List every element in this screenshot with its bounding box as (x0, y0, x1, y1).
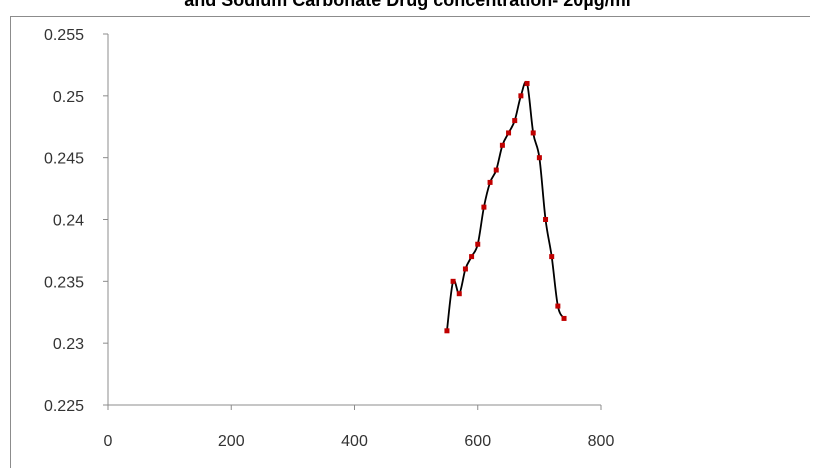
data-point (469, 254, 475, 260)
x-tick-label: 0 (104, 433, 113, 450)
chart-frame (10, 16, 810, 468)
data-point (444, 328, 450, 334)
series-line (446, 81, 565, 331)
x-tick-label: 400 (341, 433, 368, 450)
data-point (481, 204, 487, 210)
data-point (499, 142, 505, 148)
chart-axes (103, 33, 602, 410)
y-tick-label: 0.23 (53, 336, 84, 353)
data-point (524, 80, 530, 86)
x-tick-label: 200 (218, 433, 245, 450)
x-tick-label: 800 (588, 433, 615, 450)
y-tick-label: 0.235 (44, 274, 84, 291)
y-tick-label: 0.24 (53, 213, 84, 230)
data-point (518, 93, 524, 99)
data-point (493, 167, 499, 173)
data-point (561, 315, 567, 321)
x-tick-label: 600 (464, 433, 491, 450)
x-axis-tick-labels: 0 200 400 600 800 (104, 433, 615, 450)
data-point (512, 118, 518, 124)
data-point (543, 217, 549, 222)
data-point (456, 291, 462, 297)
y-tick-label: 0.225 (44, 398, 84, 415)
y-tick-label: 0.245 (44, 151, 84, 168)
data-point (462, 266, 468, 272)
y-tick-label: 0.255 (44, 27, 84, 44)
data-point (475, 241, 481, 247)
data-point (555, 303, 561, 309)
data-point (450, 278, 456, 284)
y-axis-tick-labels: 0.225 0.23 0.235 0.24 0.245 0.25 0.255 (44, 27, 84, 415)
data-point (487, 179, 493, 185)
data-point (549, 254, 555, 260)
series-markers (444, 80, 567, 334)
chart-title: and Sodium Carbonate Drug concentration-… (184, 0, 631, 10)
data-point (506, 130, 512, 136)
data-point (530, 130, 536, 136)
data-point (536, 155, 542, 161)
y-tick-label: 0.25 (53, 89, 84, 106)
